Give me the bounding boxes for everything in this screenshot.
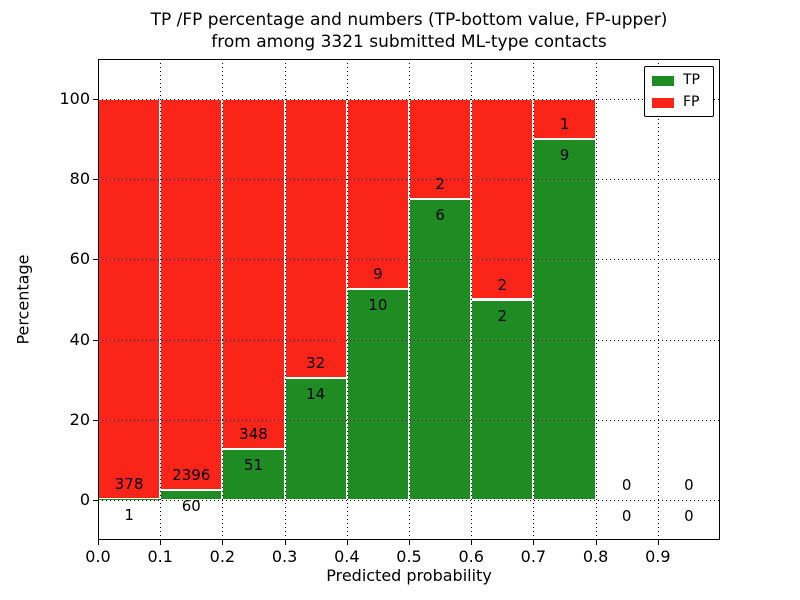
gridline-vertical bbox=[657, 59, 659, 540]
bar-label-fp: 2396 bbox=[172, 466, 211, 485]
x-tick-label: 0.8 bbox=[582, 547, 609, 566]
bar-label-fp: 378 bbox=[114, 474, 144, 493]
x-tick-label: 0.4 bbox=[334, 547, 360, 566]
y-tick-label: 0 bbox=[79, 489, 90, 509]
x-tick bbox=[98, 540, 99, 545]
bar-label-fp: 32 bbox=[306, 353, 326, 372]
x-tick-label: 0.9 bbox=[645, 547, 671, 566]
bar-segment-tp bbox=[346, 288, 409, 500]
gridline-vertical bbox=[533, 59, 535, 540]
bar-segment-fp bbox=[98, 99, 161, 499]
x-tick bbox=[222, 540, 224, 545]
y-tick-label: 20 bbox=[69, 409, 90, 429]
y-tick bbox=[93, 419, 98, 421]
bar-label-fp: 2 bbox=[435, 175, 445, 194]
gridline-vertical bbox=[471, 59, 473, 540]
bar-segment-tp bbox=[533, 139, 596, 500]
x-tick-label: 0.6 bbox=[458, 547, 484, 566]
legend-swatch-fp bbox=[652, 97, 674, 108]
bar-segment-fp bbox=[409, 99, 472, 200]
bar-segment-tp bbox=[409, 199, 472, 500]
x-tick bbox=[160, 540, 162, 545]
chart-title-line2: from among 3321 submitted ML-type contac… bbox=[211, 32, 607, 52]
bar-label-fp: 2 bbox=[497, 275, 508, 294]
x-tick bbox=[595, 540, 597, 545]
bar-label-tp: 1 bbox=[124, 505, 134, 524]
y-tick-label: 100 bbox=[59, 89, 90, 109]
legend-swatch-tp bbox=[652, 75, 674, 86]
y-axis-label: Percentage bbox=[13, 254, 33, 345]
x-tick bbox=[471, 540, 473, 545]
bar-label-fp: 1 bbox=[559, 115, 570, 134]
bar-segment-tp bbox=[98, 498, 161, 500]
gridline-vertical bbox=[346, 59, 348, 540]
y-tick bbox=[93, 339, 98, 341]
x-tick-label: 0.0 bbox=[85, 547, 111, 566]
bar-segment-fp bbox=[284, 99, 347, 378]
gridline-vertical bbox=[595, 59, 597, 540]
bar-label-fp: 9 bbox=[373, 264, 383, 283]
legend-label: TP bbox=[683, 72, 700, 88]
x-tick bbox=[284, 540, 286, 545]
y-tick-label: 60 bbox=[69, 249, 90, 269]
x-tick-label: 0.7 bbox=[520, 547, 547, 566]
gridline-vertical bbox=[160, 59, 162, 540]
x-tick bbox=[346, 540, 348, 545]
bar-label-fp: 0 bbox=[684, 475, 694, 494]
gridline-vertical bbox=[409, 59, 410, 540]
legend-label: FP bbox=[683, 94, 700, 110]
bar-label-tp: 0 bbox=[684, 506, 694, 525]
x-tick bbox=[409, 540, 410, 545]
bar-label-fp: 348 bbox=[239, 424, 268, 443]
bar-label-tp: 6 bbox=[435, 206, 445, 225]
legend: TP FP bbox=[644, 66, 714, 117]
bar-segment-tp bbox=[284, 377, 347, 500]
bar-label-tp: 9 bbox=[559, 146, 570, 165]
bar-label-tp: 51 bbox=[243, 455, 264, 474]
bar-segment-fp bbox=[160, 99, 223, 491]
gridline-vertical bbox=[284, 59, 286, 540]
bar-segment-fp bbox=[346, 99, 409, 289]
gridline-vertical bbox=[222, 59, 224, 540]
bar-segment-fp bbox=[471, 99, 534, 300]
bar-label-tp: 2 bbox=[497, 306, 508, 325]
bar-label-tp: 0 bbox=[621, 506, 632, 525]
x-tick-label: 0.1 bbox=[147, 547, 173, 566]
y-tick bbox=[93, 179, 98, 181]
y-tick-label: 80 bbox=[69, 169, 90, 189]
bar-label-tp: 10 bbox=[368, 295, 388, 314]
x-tick-label: 0.3 bbox=[271, 547, 298, 566]
y-tick bbox=[93, 499, 98, 501]
bar-segment-fp bbox=[222, 99, 285, 449]
y-tick-label: 40 bbox=[69, 329, 90, 349]
chart-title-line1: TP /FP percentage and numbers (TP-bottom… bbox=[150, 10, 668, 30]
legend-item: TP bbox=[652, 73, 706, 88]
x-tick bbox=[657, 540, 659, 545]
x-axis-label: Predicted probability bbox=[326, 566, 492, 585]
bar-segment-tp bbox=[471, 299, 534, 500]
bar-label-tp: 14 bbox=[306, 384, 326, 403]
y-tick bbox=[93, 259, 98, 261]
x-tick bbox=[533, 540, 535, 545]
y-tick bbox=[93, 99, 98, 101]
x-tick-label: 0.2 bbox=[209, 547, 236, 566]
legend-item: FP bbox=[652, 95, 706, 110]
bar-label-tp: 60 bbox=[181, 497, 201, 516]
x-tick-label: 0.5 bbox=[396, 547, 422, 566]
bar-label-fp: 0 bbox=[621, 475, 632, 494]
